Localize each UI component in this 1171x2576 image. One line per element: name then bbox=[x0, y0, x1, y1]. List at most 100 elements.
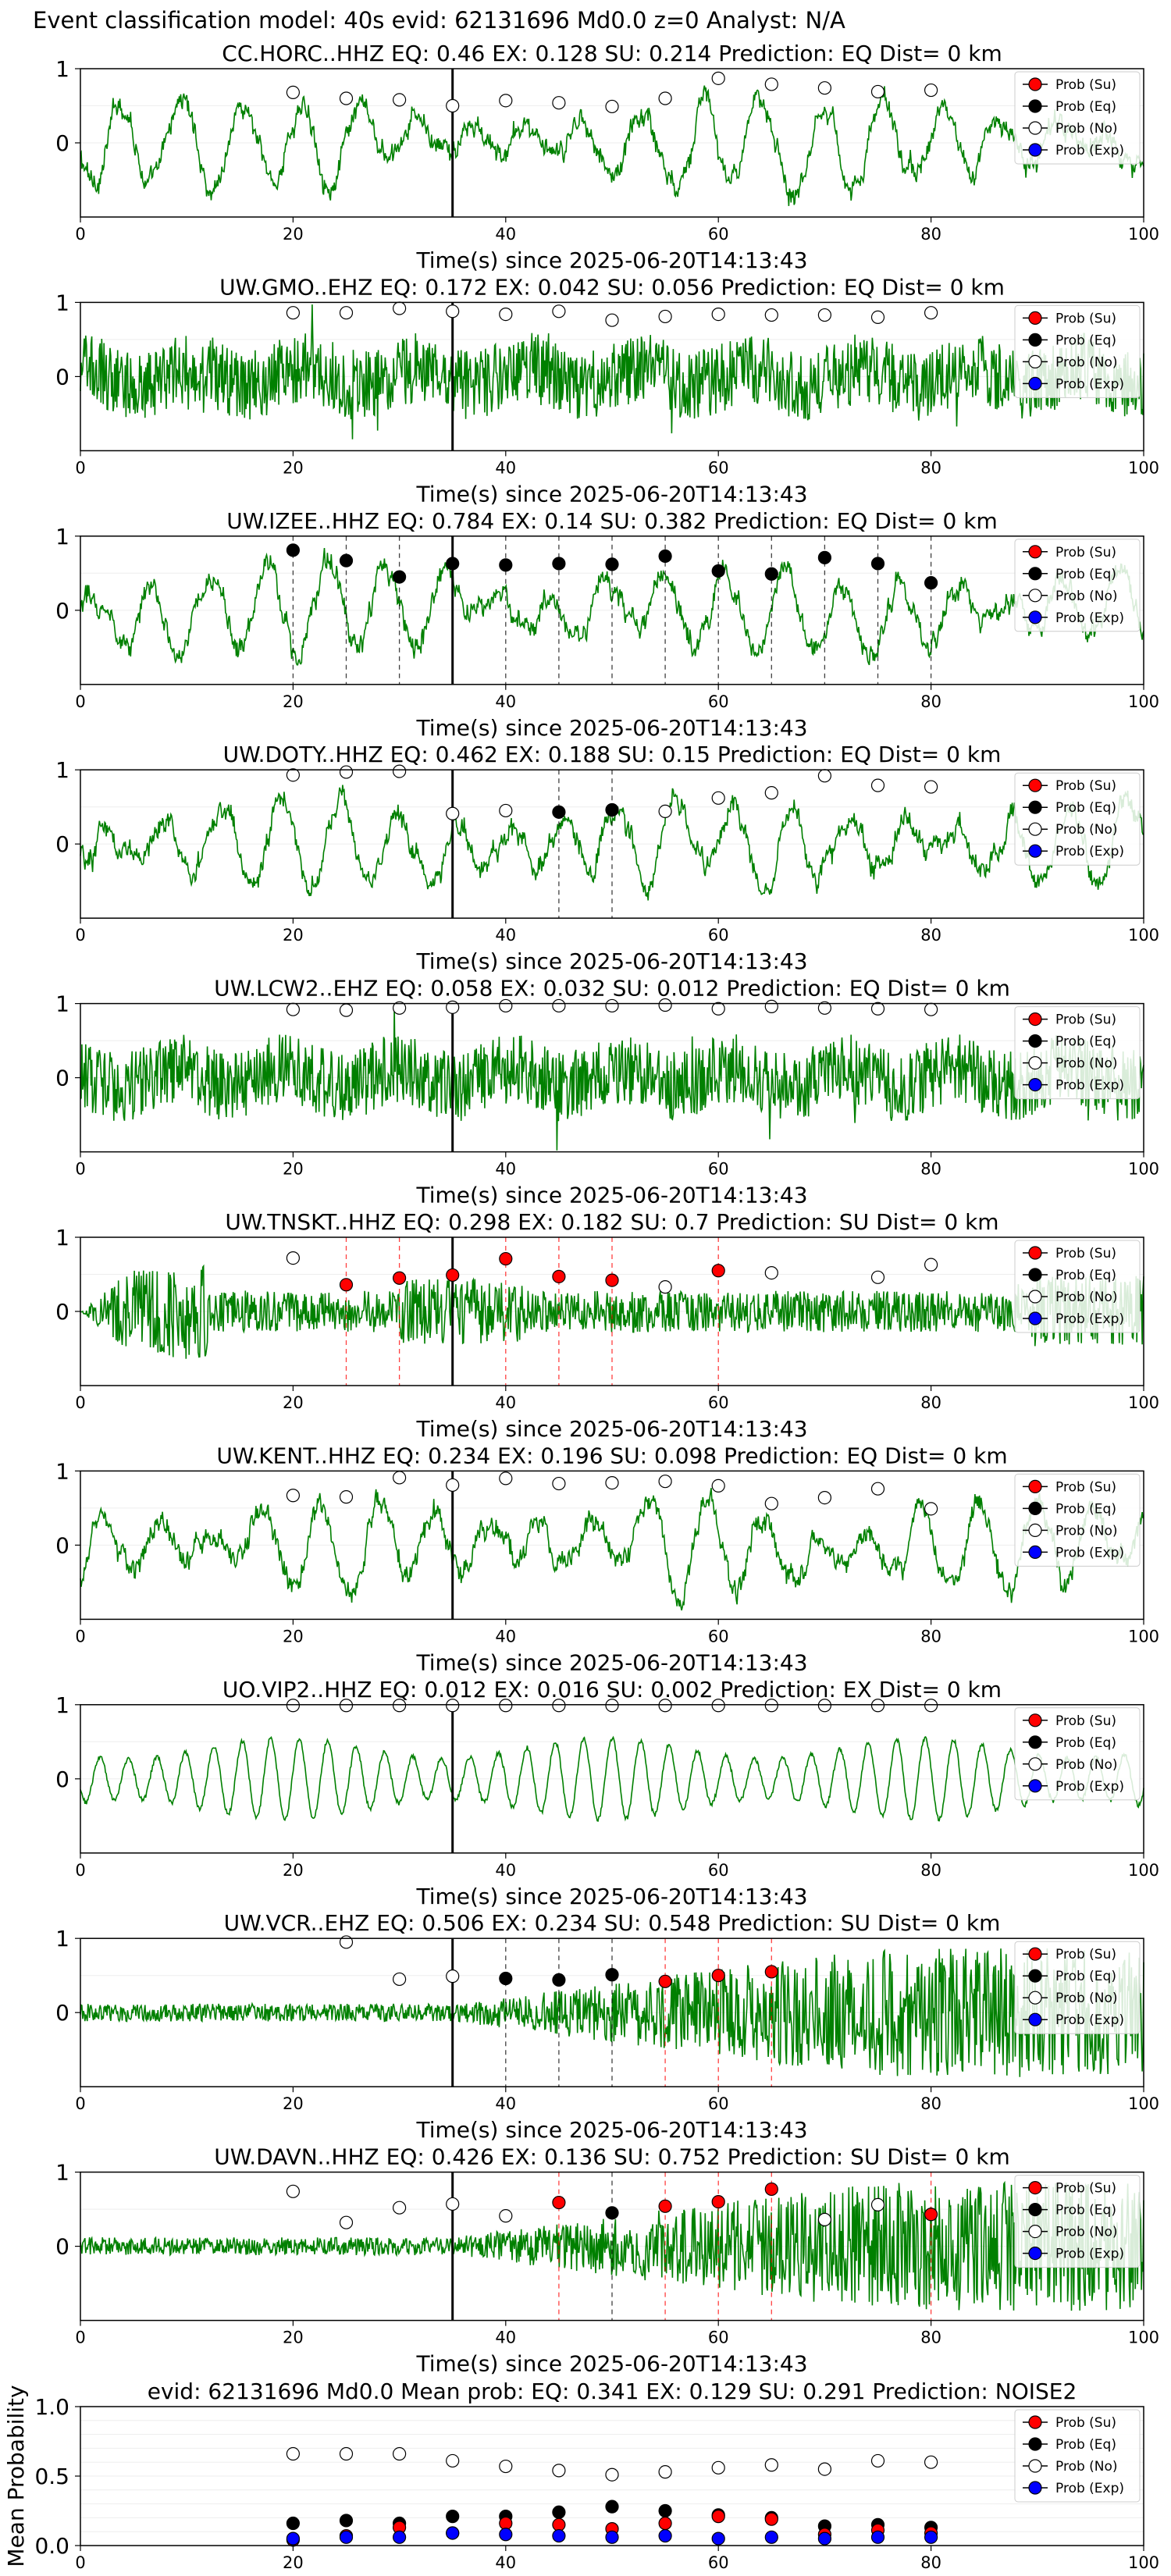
x-tick-label: 100 bbox=[1128, 2094, 1159, 2113]
x-tick-label: 80 bbox=[920, 926, 941, 945]
legend-marker bbox=[1028, 1311, 1042, 1325]
y-tick-label: 1 bbox=[55, 991, 69, 1017]
legend-marker bbox=[1028, 1523, 1042, 1538]
probability-marker bbox=[711, 1478, 725, 1493]
probability-marker bbox=[924, 2455, 938, 2469]
legend-label: Prob (Exp) bbox=[1055, 1078, 1124, 1094]
probability-marker bbox=[552, 1269, 566, 1283]
probability-marker bbox=[605, 1273, 619, 1287]
probability-marker bbox=[711, 564, 725, 578]
panel-title: UW.TNSKT..HHZ EQ: 0.298 EX: 0.182 SU: 0.… bbox=[225, 1209, 998, 1235]
probability-marker bbox=[393, 1972, 407, 1987]
x-tick-label: 0 bbox=[75, 1160, 85, 1179]
probability-marker bbox=[339, 553, 354, 568]
x-tick-label: 20 bbox=[283, 1393, 304, 1412]
probability-marker bbox=[658, 1475, 672, 1489]
legend-marker bbox=[1028, 2247, 1042, 2261]
probability-marker bbox=[286, 2532, 300, 2546]
y-tick-label: 1.0 bbox=[34, 2394, 69, 2420]
x-tick-label: 80 bbox=[920, 692, 941, 711]
probability-marker bbox=[446, 2526, 460, 2540]
legend-label: Prob (No) bbox=[1055, 354, 1118, 370]
x-tick-label: 80 bbox=[920, 2553, 941, 2572]
probability-marker bbox=[605, 1968, 619, 1982]
x-tick-label: 60 bbox=[708, 2329, 729, 2347]
probability-marker bbox=[339, 2215, 354, 2229]
waveform-line bbox=[80, 85, 1144, 206]
probability-marker bbox=[764, 1699, 778, 1713]
x-tick-label: 20 bbox=[283, 225, 304, 244]
probability-marker bbox=[393, 93, 407, 107]
x-tick-label: 40 bbox=[495, 2094, 516, 2113]
x-tick-label: 40 bbox=[495, 2329, 516, 2347]
y-tick-label: 0 bbox=[55, 1299, 69, 1325]
waveform-line bbox=[80, 1735, 1144, 1823]
legend: Prob (Su) Prob (Eq) Prob (No) Prob (Exp) bbox=[1014, 2175, 1141, 2268]
probability-marker bbox=[764, 308, 778, 322]
probability-marker bbox=[499, 803, 513, 818]
probability-marker bbox=[764, 999, 778, 1014]
probability-marker bbox=[286, 768, 300, 782]
x-tick-label: 100 bbox=[1128, 692, 1159, 711]
probability-marker bbox=[552, 2505, 566, 2519]
panel-title: UW.KENT..HHZ EQ: 0.234 EX: 0.196 SU: 0.0… bbox=[216, 1443, 1007, 1468]
station-panel: UW.IZEE..HHZ EQ: 0.784 EX: 0.14 SU: 0.38… bbox=[55, 508, 1159, 741]
probability-marker bbox=[764, 2458, 778, 2472]
station-panel: UW.LCW2..EHZ EQ: 0.058 EX: 0.032 SU: 0.0… bbox=[55, 976, 1159, 1208]
panel-title: UW.LCW2..EHZ EQ: 0.058 EX: 0.032 SU: 0.0… bbox=[214, 976, 1010, 1002]
legend-marker bbox=[1028, 333, 1042, 347]
legend-label: Prob (Su) bbox=[1055, 311, 1116, 326]
probability-marker bbox=[339, 306, 354, 320]
panel-title: UW.GMO..EHZ EQ: 0.172 EX: 0.042 SU: 0.05… bbox=[219, 274, 1005, 300]
probability-marker bbox=[446, 2197, 460, 2211]
legend-marker bbox=[1028, 2481, 1042, 2495]
probability-marker bbox=[286, 2516, 300, 2531]
probability-marker bbox=[764, 2530, 778, 2544]
legend-marker bbox=[1028, 1268, 1042, 1282]
x-tick-label: 100 bbox=[1128, 458, 1159, 477]
probability-marker bbox=[605, 557, 619, 571]
probability-marker bbox=[446, 1699, 460, 1713]
probability-marker bbox=[393, 764, 407, 778]
probability-marker bbox=[924, 2208, 938, 2222]
x-tick-label: 80 bbox=[920, 1861, 941, 1880]
legend-label: Prob (No) bbox=[1055, 1290, 1118, 1305]
legend: Prob (Su) Prob (Eq) Prob (No) Prob (Exp) bbox=[1014, 2409, 1141, 2503]
probability-marker bbox=[658, 2465, 672, 2479]
legend-frame bbox=[1014, 304, 1141, 398]
waveform-line bbox=[80, 1005, 1144, 1151]
x-tick-label: 0 bbox=[75, 1861, 85, 1880]
legend-marker bbox=[1028, 376, 1042, 390]
x-tick-label: 0 bbox=[75, 1393, 85, 1412]
legend-marker bbox=[1028, 99, 1042, 113]
legend-label: Prob (No) bbox=[1055, 2459, 1118, 2475]
x-tick-label: 60 bbox=[708, 2094, 729, 2113]
probability-marker bbox=[499, 1471, 513, 1485]
y-tick-label: 0 bbox=[55, 364, 69, 390]
probability-marker bbox=[339, 2514, 354, 2528]
legend-label: Prob (Exp) bbox=[1055, 610, 1124, 626]
legend-marker bbox=[1028, 1501, 1042, 1516]
x-tick-label: 100 bbox=[1128, 2553, 1159, 2572]
probability-marker bbox=[499, 1251, 513, 1266]
x-tick-label: 0 bbox=[75, 225, 85, 244]
x-axis-label: Time(s) since 2025-06-20T14:13:43 bbox=[415, 1416, 807, 1442]
y-tick-label: 1 bbox=[55, 1692, 69, 1718]
y-tick-label: 0 bbox=[55, 831, 69, 857]
probability-marker bbox=[339, 1935, 354, 1949]
probability-marker bbox=[393, 2530, 407, 2544]
probability-marker bbox=[605, 802, 619, 817]
probability-marker bbox=[711, 2510, 725, 2524]
legend-label: Prob (Eq) bbox=[1055, 800, 1116, 816]
legend-label: Prob (Eq) bbox=[1055, 2437, 1116, 2453]
legend-label: Prob (Su) bbox=[1055, 2415, 1116, 2431]
probability-marker bbox=[286, 1002, 300, 1016]
x-tick-label: 80 bbox=[920, 1393, 941, 1412]
legend-marker bbox=[1028, 311, 1042, 325]
probability-marker bbox=[658, 2503, 672, 2518]
legend-frame bbox=[1014, 71, 1141, 165]
probability-marker bbox=[817, 550, 832, 564]
probability-marker bbox=[764, 2512, 778, 2526]
y-tick-label: 1 bbox=[55, 757, 69, 783]
